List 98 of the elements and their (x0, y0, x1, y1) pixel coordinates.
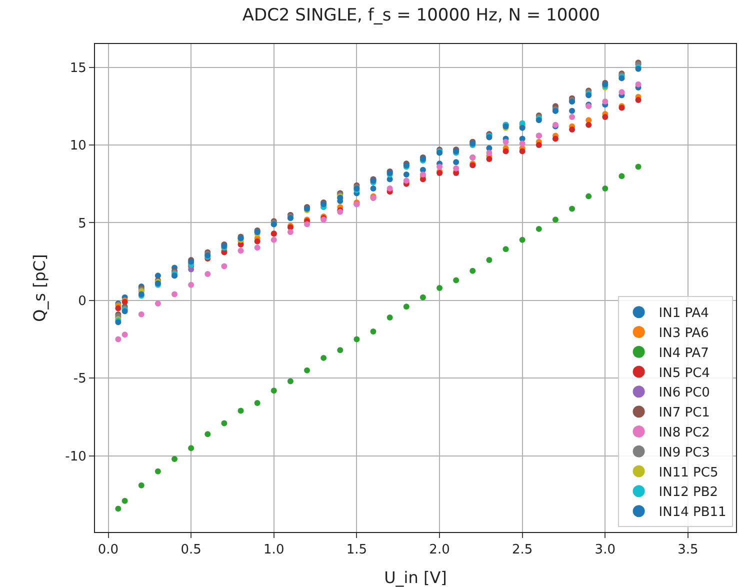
point (436, 285, 443, 291)
point (154, 468, 161, 474)
point (188, 445, 194, 452)
x-tick-label: 2.5 (512, 542, 533, 558)
y-tick-label: 5 (78, 216, 86, 232)
legend-label: IN3 PA6 (658, 326, 709, 342)
y-tick-label: 0 (78, 294, 86, 309)
point (254, 238, 260, 244)
point (569, 114, 576, 120)
point (221, 420, 228, 426)
point (270, 388, 277, 394)
point (618, 173, 625, 180)
point (420, 294, 426, 300)
point (519, 236, 526, 243)
point (602, 114, 608, 120)
point (453, 165, 460, 172)
legend-label: IN14 PB11 (658, 505, 726, 520)
y-axis-title: Q_s [pC] (30, 254, 50, 322)
point (138, 311, 144, 318)
point (403, 172, 410, 178)
point (635, 164, 642, 170)
point (502, 138, 509, 145)
x-tick-label: 0.0 (98, 542, 119, 558)
point (586, 193, 592, 200)
y-tick-label: -5 (73, 372, 86, 387)
legend-label: IN11 PC5 (658, 465, 718, 480)
point (204, 431, 211, 438)
point (403, 304, 410, 310)
legend-label: IN1 PA4 (658, 306, 709, 322)
legend-label: IN4 PA7 (658, 346, 709, 361)
point (287, 378, 294, 384)
point (536, 226, 542, 232)
point (370, 186, 376, 192)
point (635, 96, 642, 103)
point (154, 300, 161, 307)
point (552, 136, 558, 142)
point (337, 347, 344, 354)
point (172, 291, 178, 298)
point (453, 159, 460, 166)
point (122, 332, 128, 338)
point (586, 122, 592, 128)
point (602, 186, 608, 192)
legend-label: IN7 PC1 (658, 406, 710, 421)
point (254, 244, 260, 251)
point (386, 314, 393, 321)
x-axis-title: U_in [V] (384, 568, 447, 587)
point (320, 354, 327, 361)
legend-label: IN5 PC4 (658, 366, 710, 381)
point (453, 277, 460, 284)
point (502, 148, 509, 154)
legend-label: IN6 PC0 (658, 386, 710, 401)
point (138, 482, 144, 488)
x-tick-label: 1.0 (264, 542, 284, 558)
point (602, 98, 608, 104)
point (635, 81, 642, 88)
point (536, 142, 542, 148)
point (569, 108, 576, 114)
point (486, 257, 492, 264)
point (304, 367, 310, 374)
point (436, 164, 443, 170)
point (238, 408, 244, 414)
point (569, 206, 576, 212)
point (204, 271, 211, 278)
chart-title: ADC2 SINGLE, f_s = 10000 Hz, N = 10000 (242, 6, 600, 26)
point (519, 148, 526, 154)
point (370, 328, 376, 335)
x-tick-label: 2.0 (429, 542, 450, 558)
x-tick-label: 3.0 (594, 542, 616, 558)
point (486, 156, 492, 162)
legend-label: IN9 PC3 (658, 445, 710, 460)
x-tick-label: 0.5 (180, 542, 202, 558)
point (519, 140, 526, 146)
point (254, 400, 260, 406)
x-tick-label: 3.5 (678, 542, 698, 558)
point (115, 336, 122, 342)
point (122, 498, 128, 504)
point (304, 221, 310, 228)
point (115, 305, 122, 312)
legend-label: IN12 PB2 (658, 485, 718, 500)
point (287, 229, 294, 236)
point (221, 263, 228, 270)
legend-label: IN8 PC2 (658, 426, 710, 441)
point (470, 268, 476, 274)
point (238, 248, 244, 254)
y-tick-label: 15 (70, 60, 86, 76)
point (115, 506, 122, 512)
point (618, 89, 625, 96)
point (502, 246, 509, 252)
point (486, 150, 492, 156)
point (172, 456, 178, 462)
y-tick-label: -10 (65, 449, 86, 464)
point (354, 336, 360, 342)
point (569, 126, 576, 132)
point (188, 282, 194, 288)
point (270, 236, 277, 243)
y-tick-label: 10 (70, 138, 86, 154)
x-tick-label: 1.5 (346, 542, 368, 558)
point (552, 216, 558, 223)
